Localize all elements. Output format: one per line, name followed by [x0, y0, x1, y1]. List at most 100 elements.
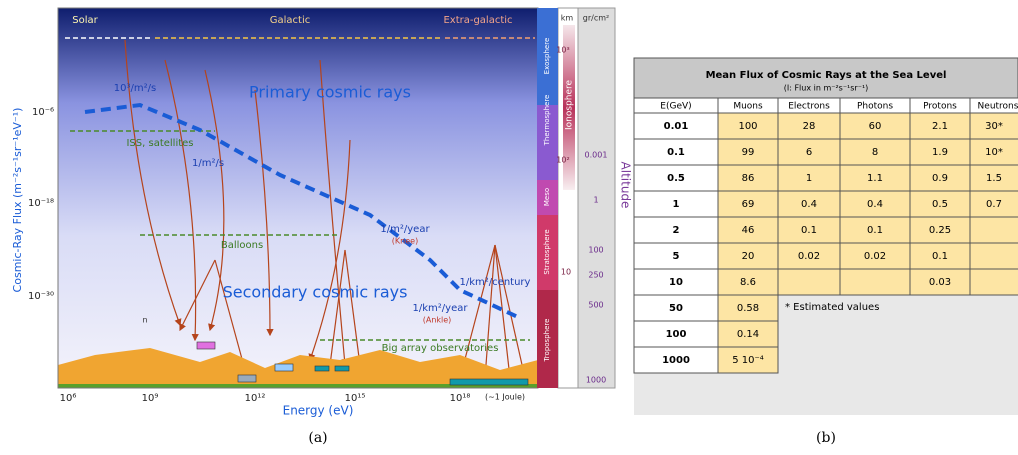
table-cell: [969, 138, 1018, 166]
flux-cell-text: 1.1: [867, 173, 883, 184]
flux-cell-text: 60: [869, 121, 882, 132]
detector-label: Big array observatories: [382, 343, 499, 354]
rate-label: 10³/m²/s: [114, 83, 156, 94]
table-cell: [969, 164, 1018, 192]
header-text: Electrons: [788, 102, 830, 112]
flux-cell-text: 20: [742, 251, 755, 262]
table-cell: [839, 112, 911, 140]
energy-cell-text: 100: [666, 329, 687, 340]
flux-cell-text: 46: [742, 225, 755, 236]
table-cell: [777, 112, 841, 140]
table-title: Mean Flux of Cosmic Rays at the Sea Leve…: [706, 70, 947, 81]
rate-label: (Ankle): [423, 316, 452, 325]
gr-header: gr/cm²: [583, 14, 609, 23]
mountains: [58, 348, 538, 388]
y-axis-label: Cosmic-Ray Flux (m⁻²s⁻¹sr⁻¹eV⁻¹): [11, 108, 24, 293]
flux-cell-text: 99: [742, 147, 755, 158]
table-subtitle: (I: Flux in m⁻²s⁻¹sr⁻¹): [784, 84, 869, 93]
flux-cell-text: 0.1: [932, 251, 948, 262]
gr-label: 100: [588, 246, 603, 255]
rate-label: (Knee): [392, 237, 418, 246]
primary-label: Primary cosmic rays: [249, 83, 411, 102]
detector-label: ISS, satellites: [126, 138, 193, 149]
table-cell: [777, 242, 841, 270]
table-cell: [969, 112, 1018, 140]
table-cell: [909, 138, 971, 166]
header-text: Protons: [923, 102, 957, 112]
table-cell: [909, 242, 971, 270]
table-cell: [717, 138, 779, 166]
flux-cell-text: 0.02: [798, 251, 820, 262]
flux-cell-text: 0.25: [929, 225, 951, 236]
rate-label: 1/m²/s: [192, 158, 224, 169]
rate-label: 1/km²/century: [460, 277, 531, 288]
flux-cell-text: 6: [806, 147, 812, 158]
detector-label: Balloons: [221, 240, 263, 251]
ground: [58, 384, 538, 388]
energy-cell-text: 1: [673, 199, 680, 210]
x-tick-label: 10¹⁵: [345, 393, 366, 404]
table-cell: [839, 138, 911, 166]
energy-cell-text: 50: [669, 303, 683, 314]
flux-cell-text: 0.58: [737, 303, 759, 314]
gr-column: [577, 7, 616, 389]
ionosphere-band: [563, 25, 575, 190]
table-cell: [633, 164, 719, 192]
particle-label: n: [142, 316, 147, 325]
header-text: E(GeV): [660, 102, 691, 112]
energy-cell-text: 1000: [662, 355, 690, 366]
flux-cell-text: 0.7: [986, 199, 1002, 210]
y-tick-label: 10⁻⁶: [32, 107, 54, 118]
table-cell: [717, 112, 779, 140]
layer-label: Stratosphere: [543, 229, 551, 274]
table-cell: [717, 346, 779, 374]
table-cell: [717, 320, 779, 348]
flux-cell-text: 0.1: [867, 225, 883, 236]
region-label: Solar: [72, 15, 98, 26]
gr-label: 500: [588, 301, 603, 310]
layer-label: Exosphere: [543, 38, 551, 75]
region-label: Galactic: [270, 15, 310, 26]
flux-cell-text: 0.5: [932, 199, 948, 210]
table-cell: [717, 216, 779, 244]
flux-cell-text: 5 10⁻⁴: [732, 355, 764, 366]
table-cell: [969, 268, 1018, 296]
table-cell: [969, 216, 1018, 244]
table-cell: [633, 320, 719, 348]
caption: (b): [816, 430, 836, 446]
energy-cell-text: 5: [673, 251, 680, 262]
secondary-label: Secondary cosmic rays: [223, 283, 408, 302]
table-cell: [777, 216, 841, 244]
header-text: Photons: [857, 102, 893, 112]
table-cell: [969, 242, 1018, 270]
flux-cell-text: 30*: [985, 121, 1003, 132]
rate-label: 1/km²/year: [413, 303, 469, 314]
table-cell: [969, 190, 1018, 218]
altitude-label: Altitude: [619, 162, 633, 209]
km-label: 10³: [556, 46, 569, 55]
gr-label: 1: [593, 196, 598, 205]
detector-ranges: [70, 130, 530, 341]
flux-cell-text: 100: [738, 121, 757, 132]
region-label: Extra-galactic: [443, 15, 512, 26]
layer-label: Thermosphere: [543, 95, 551, 147]
header-text: Neutrons: [978, 102, 1018, 112]
layer-label: Ionosphere: [565, 80, 575, 131]
header-text: Muons: [733, 102, 763, 112]
flux-cell-text: 10*: [985, 147, 1003, 158]
flux-cell-text: 0.9: [932, 173, 948, 184]
energy-cell-text: 0.5: [667, 173, 685, 184]
flux-cell-text: 0.14: [737, 329, 759, 340]
x-axis-label: Energy (eV): [283, 404, 354, 418]
flux-cell-text: 8.6: [740, 277, 756, 288]
flux-cell-text: 0.02: [864, 251, 886, 262]
km-label: 10²: [556, 156, 569, 165]
caption: (a): [308, 430, 327, 446]
joule-label: (~1 Joule): [485, 393, 525, 402]
energy-cell-text: 0.1: [667, 147, 685, 158]
layer-label: Troposphere: [543, 319, 551, 363]
table-cell: [909, 190, 971, 218]
rate-label: 1/m²/year: [380, 224, 430, 235]
km-label: 10: [561, 268, 571, 277]
